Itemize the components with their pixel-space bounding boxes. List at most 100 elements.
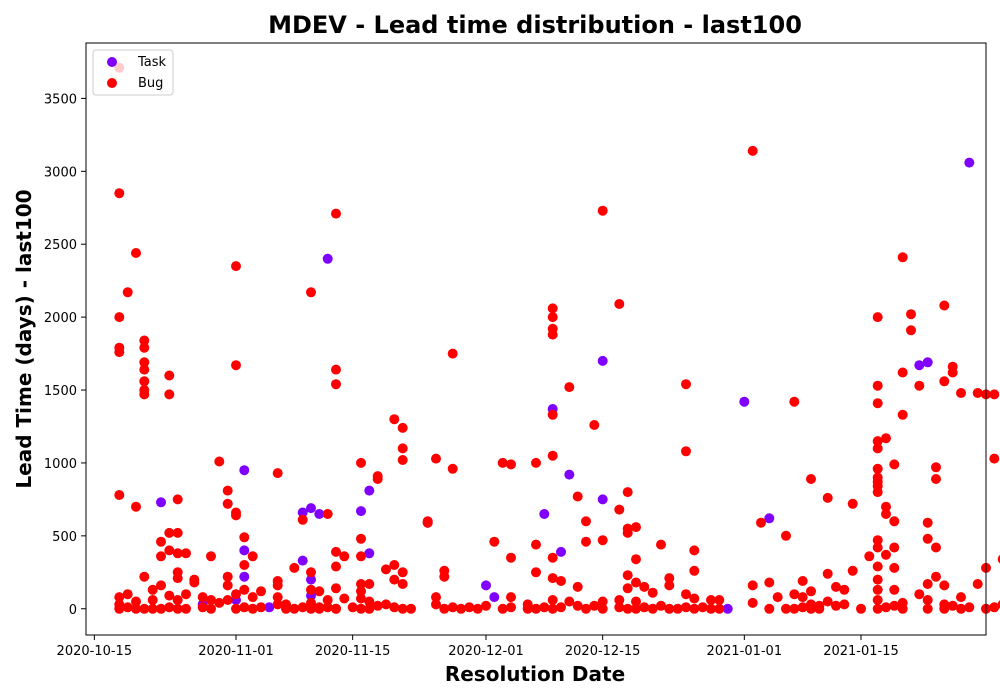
point-bug xyxy=(173,595,183,605)
point-bug xyxy=(331,562,341,572)
point-bug xyxy=(223,595,233,605)
point-bug xyxy=(389,602,399,612)
point-bug xyxy=(298,515,308,525)
point-bug xyxy=(939,580,949,590)
point-task xyxy=(323,254,333,264)
point-bug xyxy=(873,595,883,605)
point-bug xyxy=(323,595,333,605)
point-task xyxy=(306,503,316,513)
point-bug xyxy=(881,550,891,560)
point-bug xyxy=(239,532,249,542)
point-task xyxy=(739,397,749,407)
legend-marker-bug xyxy=(107,78,117,88)
x-tick-label: 2020-12-15 xyxy=(565,644,641,659)
point-task xyxy=(964,158,974,168)
point-task xyxy=(539,509,549,519)
point-bug xyxy=(139,343,149,353)
point-bug xyxy=(323,509,333,519)
point-bug xyxy=(764,578,774,588)
point-bug xyxy=(631,554,641,564)
point-bug xyxy=(206,551,216,561)
x-tick-label: 2020-11-01 xyxy=(198,644,274,659)
point-bug xyxy=(873,562,883,572)
point-bug xyxy=(573,492,583,502)
point-bug xyxy=(231,360,241,370)
data-points xyxy=(114,63,1000,614)
point-bug xyxy=(339,594,349,604)
point-bug xyxy=(223,572,233,582)
point-bug xyxy=(889,585,899,595)
point-bug xyxy=(331,365,341,375)
point-bug xyxy=(231,604,241,614)
legend-label-task: Task xyxy=(137,55,167,70)
point-bug xyxy=(548,303,558,313)
y-axis-label: Lead Time (days) - last100 xyxy=(12,189,36,488)
point-bug xyxy=(631,604,641,614)
point-bug xyxy=(906,325,916,335)
legend-marker-task xyxy=(107,57,117,67)
point-bug xyxy=(956,592,966,602)
point-bug xyxy=(989,389,999,399)
point-bug xyxy=(531,540,541,550)
point-bug xyxy=(989,454,999,464)
point-bug xyxy=(273,580,283,590)
point-bug xyxy=(864,551,874,561)
point-bug xyxy=(923,579,933,589)
y-tick-label: 1500 xyxy=(44,384,77,399)
point-bug xyxy=(114,604,124,614)
point-task xyxy=(598,356,608,366)
point-bug xyxy=(181,589,191,599)
point-bug xyxy=(623,583,633,593)
chart-title: MDEV - Lead time distribution - last100 xyxy=(268,11,802,39)
point-bug xyxy=(448,602,458,612)
point-bug xyxy=(156,604,166,614)
point-bug xyxy=(839,585,849,595)
point-bug xyxy=(714,604,724,614)
point-bug xyxy=(398,443,408,453)
point-bug xyxy=(398,567,408,577)
point-bug xyxy=(614,505,624,515)
point-bug xyxy=(581,516,591,526)
point-bug xyxy=(873,543,883,553)
point-bug xyxy=(356,534,366,544)
x-axis-ticks: 2020-10-15 2020-11-01 2020-11-15 2020-12-01… xyxy=(57,635,899,659)
point-bug xyxy=(123,287,133,297)
point-bug xyxy=(648,588,658,598)
point-bug xyxy=(223,580,233,590)
point-bug xyxy=(139,572,149,582)
point-bug xyxy=(973,579,983,589)
point-bug xyxy=(923,534,933,544)
point-bug xyxy=(156,537,166,547)
point-bug xyxy=(531,604,541,614)
point-bug xyxy=(889,543,899,553)
point-bug xyxy=(498,458,508,468)
point-bug xyxy=(231,261,241,271)
point-bug xyxy=(598,535,608,545)
point-bug xyxy=(923,595,933,605)
point-bug xyxy=(806,586,816,596)
point-task xyxy=(356,506,366,516)
point-bug xyxy=(181,604,191,614)
point-bug xyxy=(364,579,374,589)
point-bug xyxy=(664,580,674,590)
legend: Task Bug xyxy=(93,50,173,95)
point-bug xyxy=(914,381,924,391)
point-bug xyxy=(764,604,774,614)
point-bug xyxy=(689,594,699,604)
point-bug xyxy=(289,563,299,573)
point-bug xyxy=(548,410,558,420)
point-bug xyxy=(639,602,649,612)
point-bug xyxy=(164,371,174,381)
point-bug xyxy=(389,414,399,424)
point-bug xyxy=(123,589,133,599)
point-bug xyxy=(781,531,791,541)
point-bug xyxy=(406,604,416,614)
point-bug xyxy=(223,486,233,496)
point-bug xyxy=(598,604,608,614)
point-bug xyxy=(939,301,949,311)
point-bug xyxy=(289,604,299,614)
point-bug xyxy=(173,573,183,583)
point-bug xyxy=(539,602,549,612)
point-bug xyxy=(173,494,183,504)
point-bug xyxy=(956,388,966,398)
